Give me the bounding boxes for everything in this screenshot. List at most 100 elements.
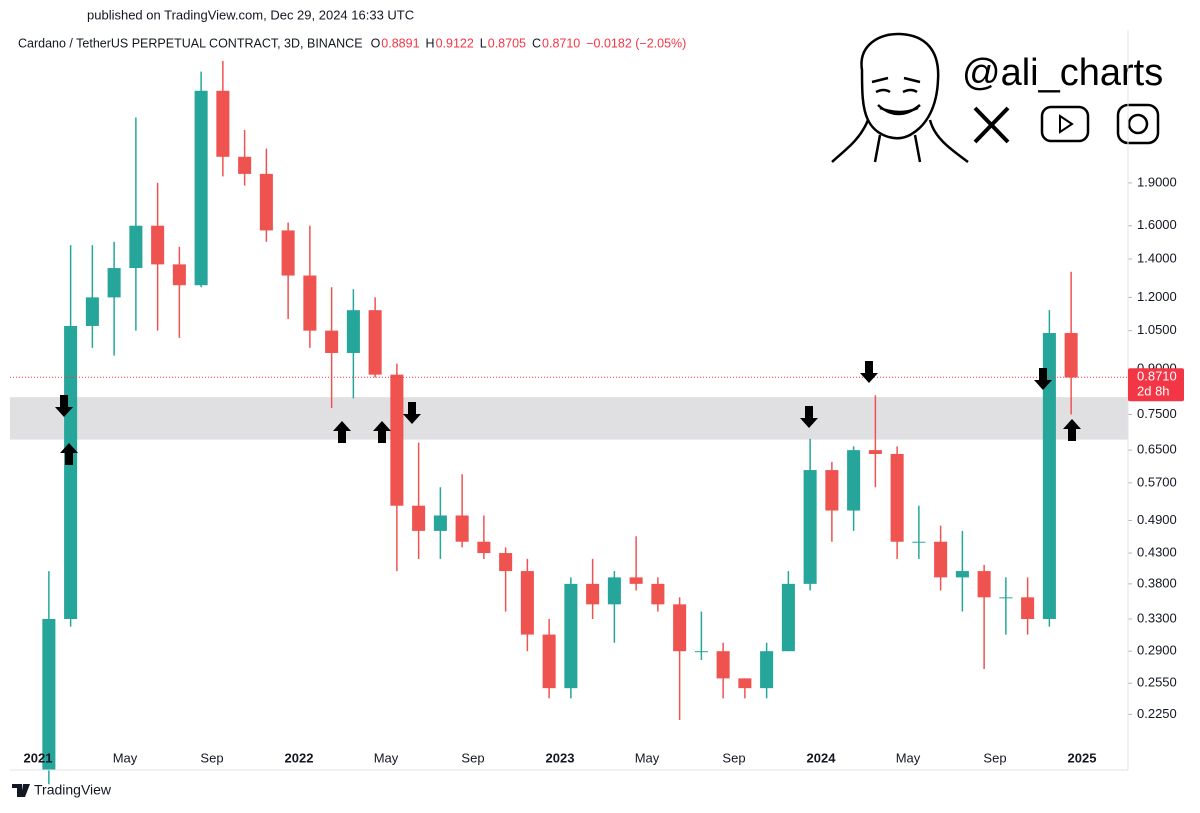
ohlc-value: 0.9122 [436, 36, 474, 50]
support-zone [10, 397, 1128, 440]
y-tick-label: 0.4900 [1137, 512, 1177, 527]
candle-body [955, 571, 969, 578]
candle-body [42, 618, 56, 770]
candle-body [586, 583, 600, 605]
y-tick-label: 0.6500 [1137, 442, 1177, 457]
y-tick-label: 0.7500 [1137, 406, 1177, 421]
y-tick-label: 0.5700 [1137, 474, 1177, 489]
change: −0.0182 (−2.05%) [586, 36, 686, 50]
arrows [55, 361, 1081, 465]
last-price-box [1128, 368, 1184, 402]
ohlc-key: O [371, 36, 381, 50]
handle: @ali_charts [962, 52, 1163, 94]
candle-body [412, 505, 426, 531]
face-outline [860, 32, 940, 140]
candle-body [433, 515, 447, 531]
candle-body [847, 450, 861, 511]
candle-body [194, 90, 208, 286]
candle-body [64, 325, 78, 619]
y-tick-label: 1.0500 [1137, 322, 1177, 337]
candle-body [629, 577, 643, 584]
arrow-down [860, 361, 878, 383]
arrow-down [55, 395, 73, 417]
youtube-play [1059, 114, 1074, 134]
x-tick-label: 2025 [1068, 750, 1097, 765]
candle-body [890, 453, 904, 542]
candle-body [803, 470, 817, 584]
last-price-label: 0.8710 [1137, 369, 1177, 384]
candle-body [281, 230, 295, 276]
candle-body [325, 330, 339, 353]
x-tick-label: May [896, 750, 921, 765]
candle-body [934, 541, 948, 578]
ohlc-key: C [532, 36, 541, 50]
candle-body [999, 597, 1013, 599]
arrow-down [800, 406, 818, 428]
footer-logo [12, 784, 30, 797]
ohlc-value: 0.8705 [488, 36, 526, 50]
plot [10, 60, 1132, 785]
y-tick-label: 1.2000 [1137, 289, 1177, 304]
candle-body [825, 470, 839, 511]
candle-body [216, 90, 230, 157]
candle-body [346, 310, 360, 353]
x-tick-label: 2021 [24, 750, 53, 765]
candle-body [151, 225, 165, 265]
candle-body [259, 173, 273, 231]
y-tick-label: 1.9000 [1137, 174, 1177, 189]
y-tick-label: 0.4300 [1137, 544, 1177, 559]
candle-body [1064, 333, 1078, 378]
x-tick-label: May [374, 750, 399, 765]
candle-body [303, 275, 317, 331]
candle-body [85, 297, 99, 326]
branding [831, 32, 1160, 163]
arrow-down [1034, 368, 1052, 390]
candle-body [390, 374, 404, 506]
candle-body [912, 541, 926, 543]
y-tick-label: 1.6000 [1137, 217, 1177, 232]
candle-body [781, 583, 795, 652]
x-tick-label: Sep [200, 750, 223, 765]
candle-body [499, 553, 513, 572]
x-tick-label: Sep [461, 750, 484, 765]
candle-body [1021, 597, 1035, 619]
face-neck [831, 119, 969, 163]
face-features [871, 76, 921, 116]
candle-body [520, 571, 534, 635]
symbol-header: Cardano / TetherUS PERPETUAL CONTRACT, 3… [18, 36, 686, 50]
x-tick-label: Sep [722, 750, 745, 765]
candle-body [1042, 333, 1056, 619]
arrow-down [403, 402, 421, 424]
published-note: published on TradingView.com, Dec 29, 20… [87, 7, 414, 22]
candle-body [868, 450, 882, 454]
candle-body [107, 268, 121, 298]
candle-body [172, 264, 186, 286]
ohlc-key: L [480, 36, 487, 50]
candle-body [238, 156, 252, 174]
ohlc-value: 0.8710 [542, 36, 580, 50]
candle-body [694, 651, 708, 653]
y-tick-label: 0.3300 [1137, 610, 1177, 625]
candle-body [977, 571, 991, 598]
x-tick-label: May [635, 750, 660, 765]
x-tick-label: May [113, 750, 138, 765]
candle-body [760, 651, 774, 689]
candle-body [716, 651, 730, 679]
x-tick-label: 2024 [807, 750, 837, 765]
candle-body [738, 678, 752, 689]
candle-body [455, 515, 469, 542]
arrow-up [1063, 419, 1081, 441]
y-tick-label: 0.2550 [1137, 675, 1177, 690]
instagram-lens [1127, 113, 1149, 135]
youtube-icon [1040, 105, 1090, 143]
x-icon [973, 106, 1010, 144]
symbol: Cardano / TetherUS PERPETUAL CONTRACT, 3… [18, 36, 363, 50]
x-tick-label: Sep [983, 750, 1006, 765]
instagram-icon [1116, 103, 1160, 145]
candle-body [651, 583, 665, 605]
y-tick-label: 1.4000 [1137, 250, 1177, 265]
tv-logo [12, 784, 30, 797]
y-tick-label: 0.2250 [1137, 706, 1177, 721]
y-tick-label: 0.3800 [1137, 575, 1177, 590]
